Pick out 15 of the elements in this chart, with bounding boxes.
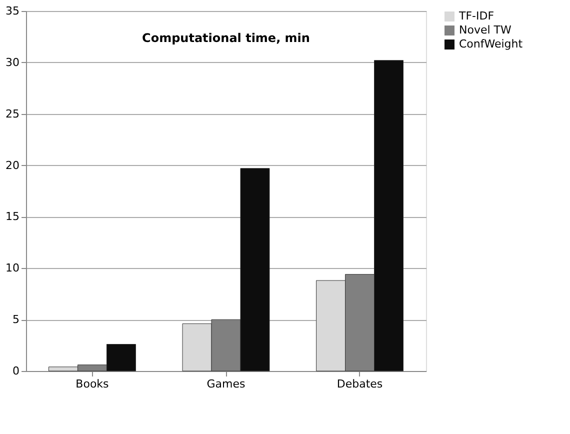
legend-label: ConfWeight — [459, 38, 524, 50]
legend-label: Novel TW — [459, 24, 512, 36]
y-tick-label: 5 — [12, 313, 20, 326]
x-tick-label: Debates — [336, 378, 383, 390]
y-tick-label: 15 — [6, 210, 20, 224]
x-tick-label: Books — [76, 378, 110, 390]
x-tick-label: Games — [206, 378, 246, 390]
y-tick-label: 30 — [6, 56, 20, 69]
legend-label: TF-IDF — [458, 10, 494, 22]
y-tick-label: 10 — [6, 262, 20, 275]
text: Computational time, min — [142, 31, 310, 45]
y-tick-label: 35 — [6, 4, 20, 18]
y-tick-label: 25 — [6, 107, 20, 120]
y-tick-label: 0 — [12, 364, 20, 378]
y-tick-label: 20 — [6, 158, 20, 172]
